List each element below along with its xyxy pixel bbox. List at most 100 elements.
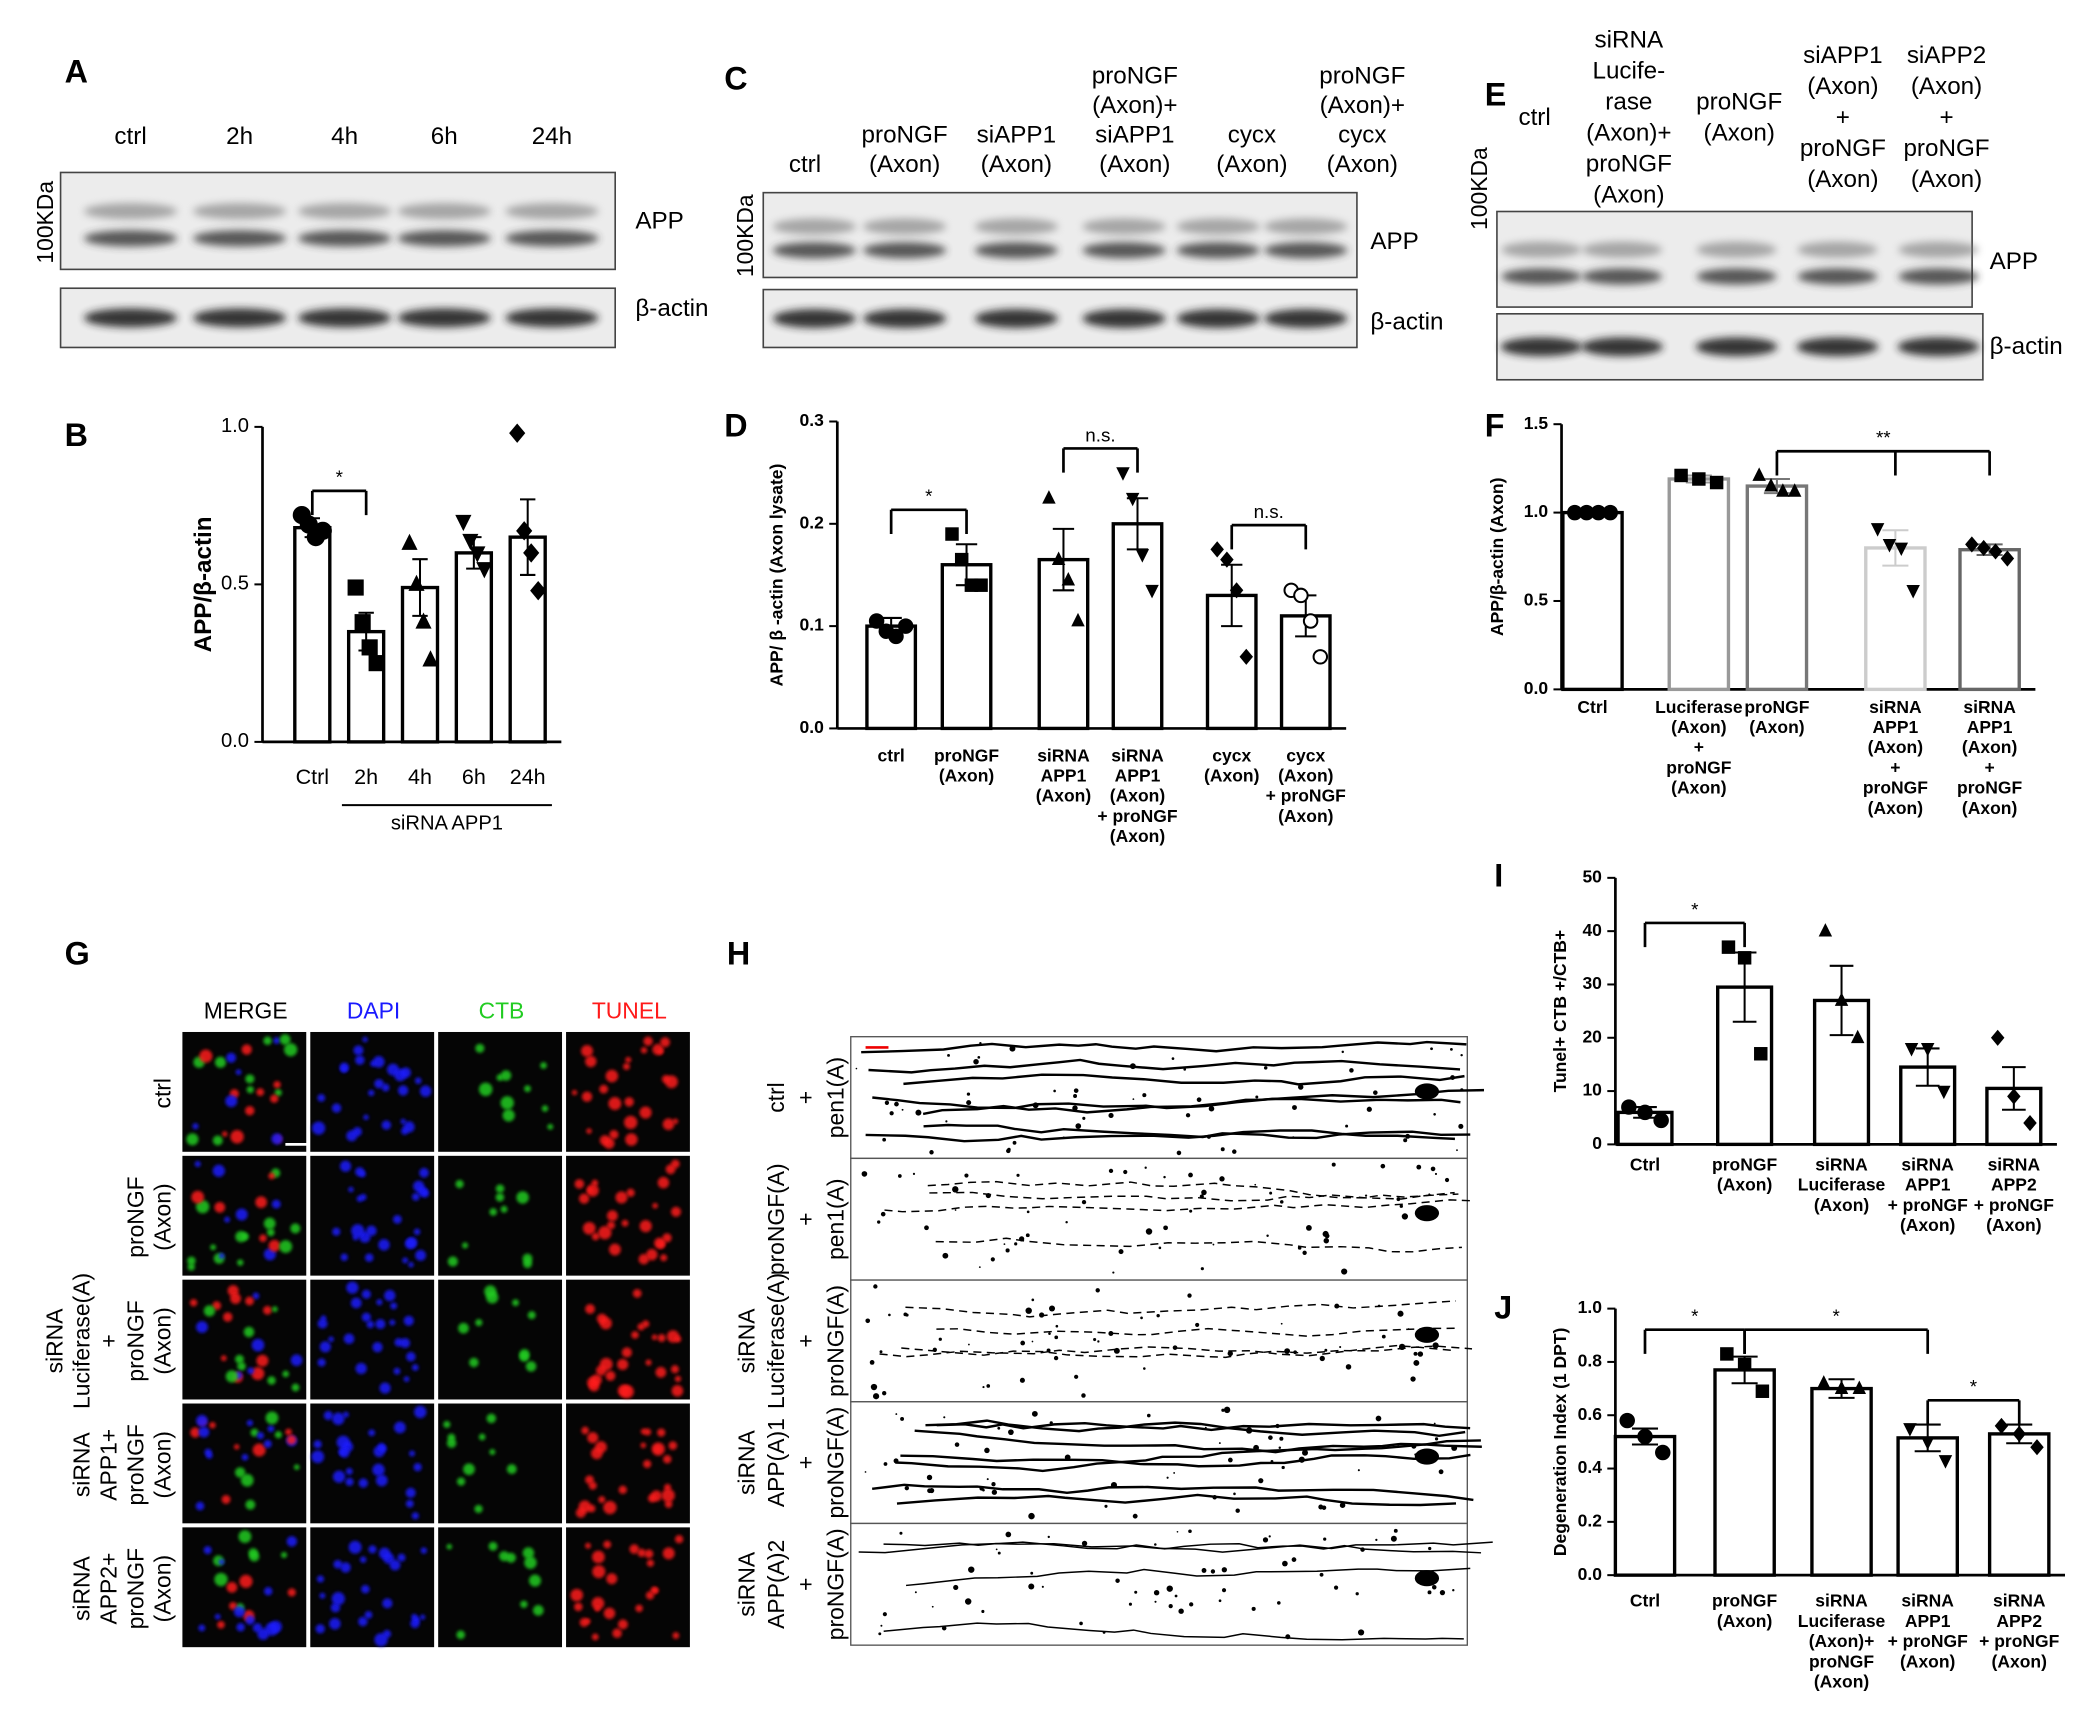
debris bbox=[1438, 1469, 1444, 1475]
cell bbox=[608, 1097, 622, 1111]
data-point bbox=[1834, 992, 1849, 1006]
cell bbox=[372, 1341, 383, 1353]
lane-label: cycx bbox=[1228, 122, 1276, 149]
lane-label: (Axon) bbox=[1327, 151, 1398, 178]
soma bbox=[1414, 1570, 1440, 1587]
debris bbox=[1218, 1442, 1221, 1444]
lane-label: (Axon)+ bbox=[1320, 92, 1405, 119]
debris bbox=[1048, 1305, 1056, 1312]
cell bbox=[230, 1293, 242, 1304]
cell bbox=[256, 1354, 269, 1367]
cell bbox=[596, 1313, 608, 1324]
debris bbox=[942, 1252, 949, 1259]
cell bbox=[581, 1044, 594, 1057]
cell bbox=[674, 1535, 684, 1544]
debris bbox=[1233, 1492, 1236, 1496]
app-band bbox=[863, 218, 947, 235]
cell bbox=[662, 1547, 675, 1560]
cell bbox=[640, 1047, 648, 1054]
cell bbox=[330, 1602, 341, 1613]
cell bbox=[214, 1201, 226, 1213]
data-point bbox=[1655, 1444, 1671, 1461]
cell bbox=[486, 1413, 497, 1424]
debris bbox=[1055, 1324, 1059, 1328]
cell bbox=[382, 1598, 393, 1609]
data-point bbox=[1787, 483, 1802, 497]
debris bbox=[953, 1584, 959, 1591]
cell bbox=[626, 1188, 635, 1198]
bar bbox=[1810, 1386, 1873, 1577]
debris bbox=[1444, 1177, 1450, 1183]
cell bbox=[402, 1257, 409, 1264]
debris bbox=[1154, 1600, 1157, 1603]
x-tick-label: Ctrl bbox=[1630, 1591, 1660, 1611]
significance-label: * bbox=[1832, 1306, 1840, 1327]
debris bbox=[1145, 1228, 1153, 1235]
x-tick-label: + proNGF bbox=[1979, 1631, 2060, 1651]
debris bbox=[1185, 1113, 1191, 1118]
bar bbox=[1745, 484, 1809, 692]
actin-band bbox=[1581, 337, 1663, 357]
cell bbox=[622, 1062, 630, 1070]
y-tick-label: 1.0 bbox=[1578, 1297, 1603, 1317]
debris bbox=[1016, 1173, 1020, 1177]
data-point bbox=[2000, 550, 2015, 567]
cell bbox=[336, 1435, 351, 1450]
cell bbox=[547, 1123, 554, 1130]
y-tick-label: 20 bbox=[1582, 1026, 1602, 1046]
cell bbox=[621, 1219, 629, 1227]
debris bbox=[1144, 1166, 1147, 1169]
cell bbox=[238, 1530, 252, 1544]
debris bbox=[1417, 1351, 1424, 1357]
debris bbox=[1146, 1413, 1151, 1418]
cell bbox=[363, 1114, 369, 1121]
debris bbox=[901, 1108, 904, 1111]
debris bbox=[991, 1482, 996, 1487]
debris bbox=[1360, 1547, 1365, 1552]
debris bbox=[1323, 1237, 1330, 1244]
lane-label: ctrl bbox=[114, 123, 146, 150]
cell bbox=[606, 1210, 618, 1222]
debris bbox=[1255, 1095, 1259, 1099]
cell bbox=[405, 1499, 414, 1508]
y-tick-label: 0.5 bbox=[221, 573, 249, 595]
app-band bbox=[298, 230, 392, 247]
debris bbox=[986, 1384, 991, 1388]
debris bbox=[1113, 1347, 1120, 1354]
cell bbox=[230, 1130, 244, 1144]
debris bbox=[1281, 1465, 1285, 1470]
axon-trace bbox=[879, 1344, 1455, 1358]
column-header: DAPI bbox=[347, 998, 400, 1024]
cell bbox=[584, 1618, 591, 1625]
cell bbox=[586, 1128, 592, 1134]
debris bbox=[1081, 1393, 1086, 1398]
cell bbox=[617, 1619, 628, 1630]
cell bbox=[624, 1115, 638, 1130]
data-point bbox=[1125, 492, 1140, 507]
cell bbox=[488, 1541, 498, 1551]
data-point bbox=[1870, 523, 1885, 537]
cell bbox=[263, 1036, 272, 1046]
row-label: + bbox=[793, 1213, 819, 1226]
debris bbox=[1319, 1572, 1324, 1577]
debris bbox=[1005, 1531, 1012, 1538]
blot-frame bbox=[59, 171, 616, 271]
x-tick-label: ctrl bbox=[878, 745, 905, 765]
x-tick-label: (Axon) bbox=[1110, 786, 1165, 806]
data-point bbox=[897, 618, 914, 634]
significance-label: n.s. bbox=[1085, 424, 1115, 445]
cell bbox=[209, 1421, 216, 1429]
data-point bbox=[1602, 504, 1619, 521]
x-tick-label: proNGF bbox=[1809, 1651, 1874, 1671]
group-label: siRNA APP1 bbox=[391, 812, 503, 834]
tracing-frame bbox=[850, 1157, 1468, 1281]
cell bbox=[456, 1630, 466, 1640]
data-point bbox=[1920, 1043, 1935, 1057]
x-tick-label: 4h bbox=[408, 765, 432, 789]
cell bbox=[447, 1433, 456, 1442]
debris bbox=[1411, 1443, 1417, 1449]
cell bbox=[644, 1549, 654, 1559]
significance-bracket bbox=[1926, 1398, 2021, 1425]
app-band bbox=[1797, 241, 1878, 258]
cell bbox=[240, 1473, 254, 1487]
